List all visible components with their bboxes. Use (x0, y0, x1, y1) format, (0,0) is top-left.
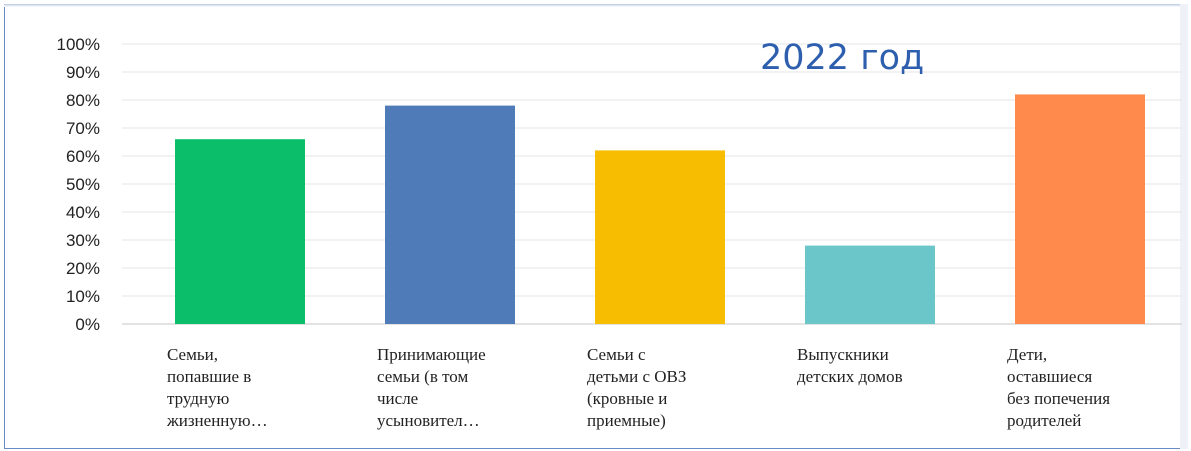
bar (1015, 94, 1145, 325)
y-tick-label: 40% (66, 203, 100, 222)
y-tick-label: 60% (66, 147, 100, 166)
y-tick-label: 30% (66, 231, 100, 250)
y-tick-label: 80% (66, 91, 100, 110)
y-tick-label: 100% (57, 35, 100, 54)
y-tick-label: 20% (66, 259, 100, 278)
y-tick-label: 70% (66, 119, 100, 138)
x-tick-label: Дети, оставшиеся без попечения родителей (1007, 345, 1111, 430)
y-tick-label: 50% (66, 175, 100, 194)
y-tick-label: 10% (66, 287, 100, 306)
bar (595, 150, 725, 324)
bar (805, 245, 935, 324)
y-tick-label: 0% (75, 315, 100, 334)
y-axis: 0% 10% 20% 30% 40% 50% 60% 70% 80% 90% 100% (57, 35, 100, 334)
y-tick-label: 90% (66, 63, 100, 82)
bar (175, 139, 305, 324)
side-strip (1180, 4, 1188, 449)
chart-title: 2022 год (760, 38, 925, 78)
frame-top-shadow (4, 4, 1188, 7)
x-tick-label: Семьи с детьми с ОВЗ (кровные и приемные… (587, 345, 687, 430)
x-tick-label: Семьи, попавшие в трудную жизненную… (167, 345, 268, 430)
bar (385, 105, 515, 324)
x-tick-label: Принимающие семьи (в том числе усыновите… (377, 345, 486, 430)
bars (175, 94, 1145, 325)
x-tick-label: Выпускники детских домов (797, 345, 903, 386)
